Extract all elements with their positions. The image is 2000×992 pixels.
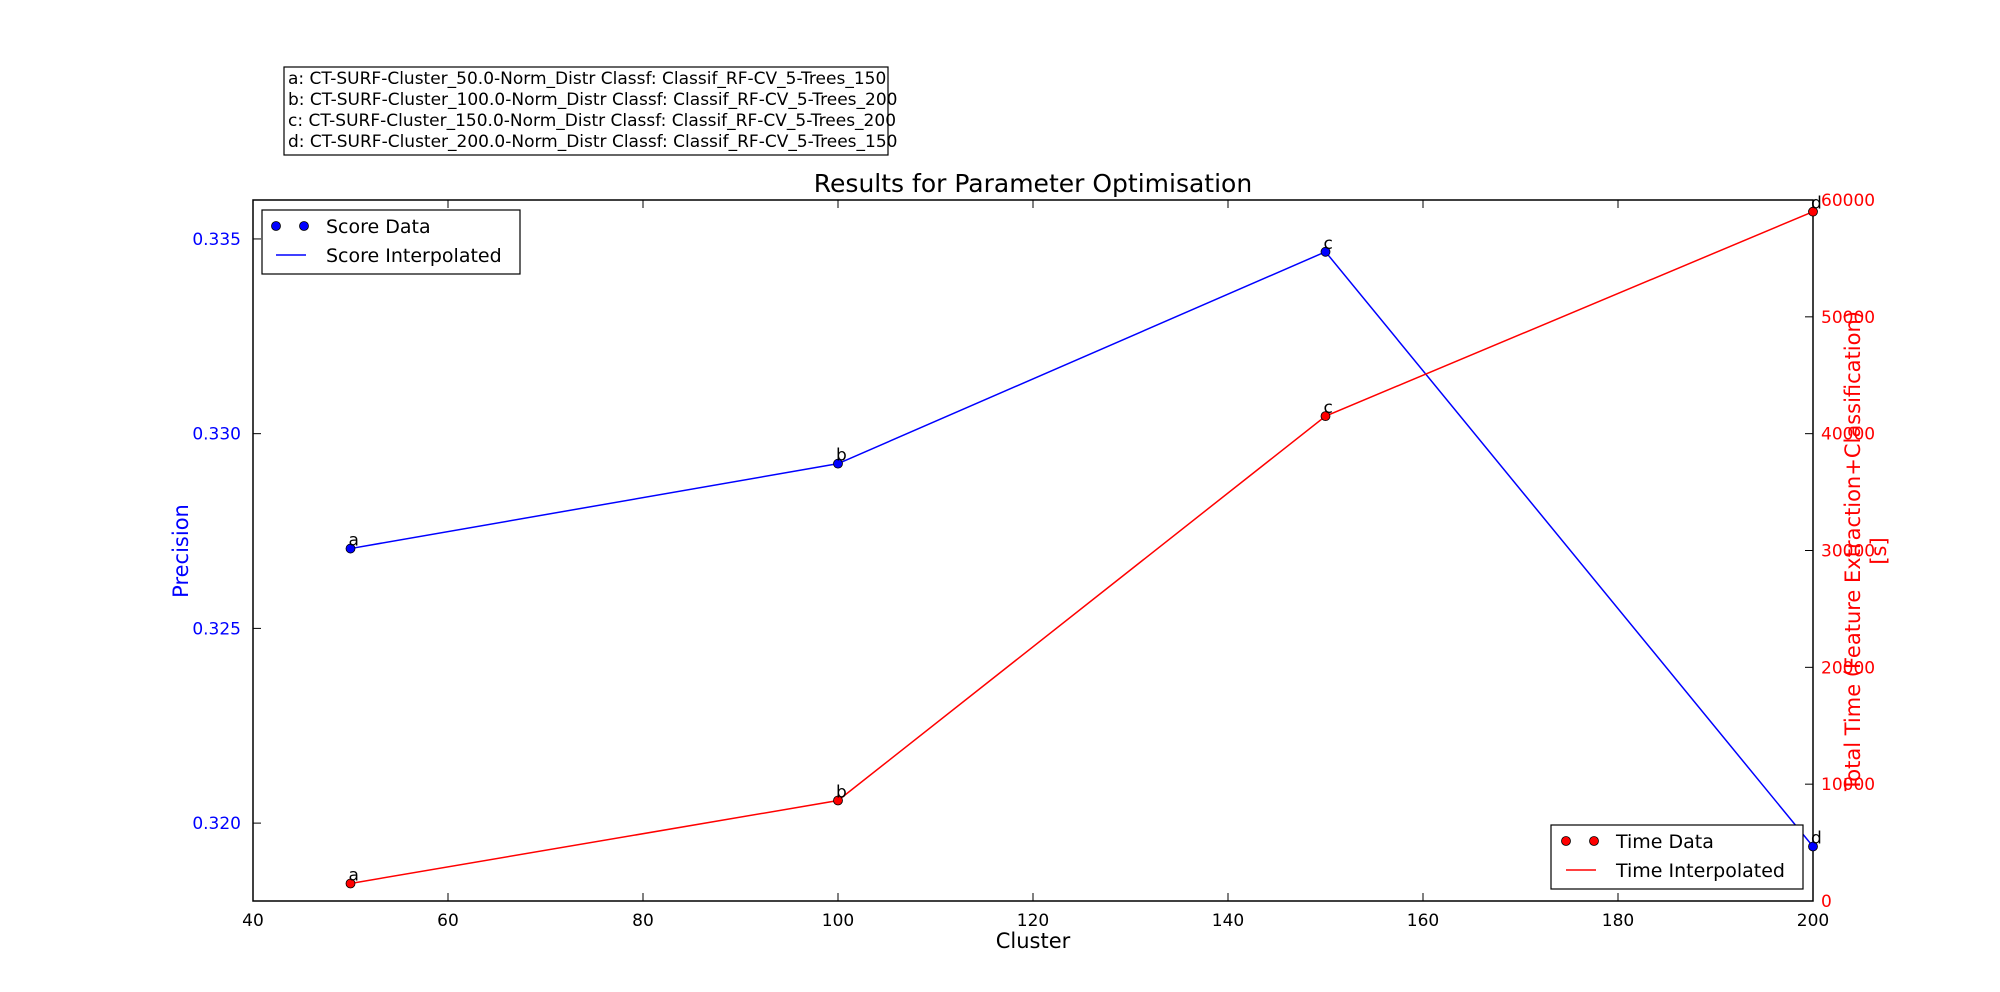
- right-y-tick-label: 10000: [1821, 775, 1875, 795]
- right-y-tick-label: 60000: [1821, 191, 1875, 211]
- left-y-axis-ticks: 0.320 0.325 0.330 0.335: [192, 230, 261, 834]
- score-series: a b c d: [345, 234, 1822, 852]
- left-y-tick-label: 0.320: [192, 814, 241, 834]
- right-y-axis-label-line-2: [s]: [1867, 537, 1891, 564]
- annotation-box-frame: [283, 66, 889, 156]
- left-y-axis-label: Precision: [169, 504, 193, 598]
- x-tick-label: 40: [242, 911, 264, 931]
- time-data-point: [345, 878, 356, 889]
- x-axis-label: Cluster: [996, 929, 1071, 953]
- x-tick-label: 180: [1602, 911, 1634, 931]
- annotation-line-b: b: CT-SURF-Cluster_100.0-Norm_Distr Clas…: [288, 90, 897, 110]
- score-data-point: [345, 543, 356, 554]
- right-y-tick-label: 20000: [1821, 658, 1875, 678]
- right-y-tick-label: 30000: [1821, 542, 1875, 562]
- annotation-line-a: a: CT-SURF-Cluster_50.0-Norm_Distr Class…: [288, 69, 886, 89]
- time-legend: Time Data Time Interpolated: [1550, 824, 1804, 890]
- chart-title: Results for Parameter Optimisation: [814, 169, 1252, 198]
- score-legend-marker-2: [299, 221, 309, 231]
- score-data-point: [833, 458, 843, 469]
- annotation-box: a: CT-SURF-Cluster_50.0-Norm_Distr Class…: [283, 66, 897, 156]
- score-point-label: b: [836, 446, 847, 466]
- x-tick-label: 120: [1017, 911, 1049, 931]
- time-interpolated-line: [350, 210, 1814, 885]
- right-y-tick-label: 50000: [1821, 308, 1875, 328]
- time-legend-marker-1: [1561, 836, 1571, 846]
- score-interpolated-line: [350, 250, 1814, 847]
- score-point-label: c: [1324, 234, 1333, 254]
- x-tick-label: 140: [1212, 911, 1244, 931]
- time-data-point: [833, 795, 843, 806]
- time-legend-frame: [1550, 824, 1804, 890]
- score-point-label: a: [349, 531, 359, 551]
- left-y-tick-label: 0.330: [192, 425, 241, 445]
- score-point-label: d: [1811, 828, 1822, 848]
- x-tick-label: 60: [437, 911, 459, 931]
- right-y-axis-ticks: 0 10000 20000 30000 40000 50000 60000: [1805, 191, 1875, 912]
- x-tick-label: 200: [1797, 911, 1829, 931]
- left-y-tick-label: 0.335: [192, 230, 241, 250]
- time-point-label: c: [1324, 398, 1333, 418]
- time-legend-data-label: Time Data: [1615, 831, 1714, 853]
- time-legend-interp-label: Time Interpolated: [1615, 860, 1785, 882]
- right-y-axis-label-line-1: Total Time (Feature Extraction+Classific…: [1841, 311, 1865, 792]
- score-legend: Score Data Score Interpolated: [261, 209, 521, 275]
- left-y-tick-label: 0.325: [192, 619, 241, 639]
- x-tick-label: 160: [1407, 911, 1439, 931]
- right-y-tick-label: 0: [1821, 892, 1832, 912]
- time-legend-marker-2: [1589, 836, 1599, 846]
- score-legend-marker-1: [271, 221, 281, 231]
- annotation-line-c: c: CT-SURF-Cluster_150.0-Norm_Distr Clas…: [288, 111, 896, 131]
- x-tick-label: 100: [822, 911, 854, 931]
- time-data-point: [1808, 206, 1818, 217]
- time-point-label: a: [349, 865, 359, 885]
- x-tick-label: 80: [632, 911, 654, 931]
- time-point-label: b: [836, 783, 847, 803]
- time-series: a b c d: [345, 194, 1822, 889]
- score-legend-frame: [261, 209, 521, 275]
- annotation-line-d: d: CT-SURF-Cluster_200.0-Norm_Distr Clas…: [288, 132, 897, 152]
- time-data-point: [1320, 411, 1331, 422]
- time-point-label: d: [1811, 194, 1822, 214]
- x-axis-ticks: 40 60 80 100 120 140 160 180 200: [242, 200, 1829, 931]
- score-data-point: [1320, 246, 1331, 257]
- score-legend-data-label: Score Data: [326, 216, 431, 238]
- score-data-point: [1808, 841, 1818, 852]
- right-y-tick-label: 40000: [1821, 425, 1875, 445]
- score-legend-interp-label: Score Interpolated: [326, 245, 502, 267]
